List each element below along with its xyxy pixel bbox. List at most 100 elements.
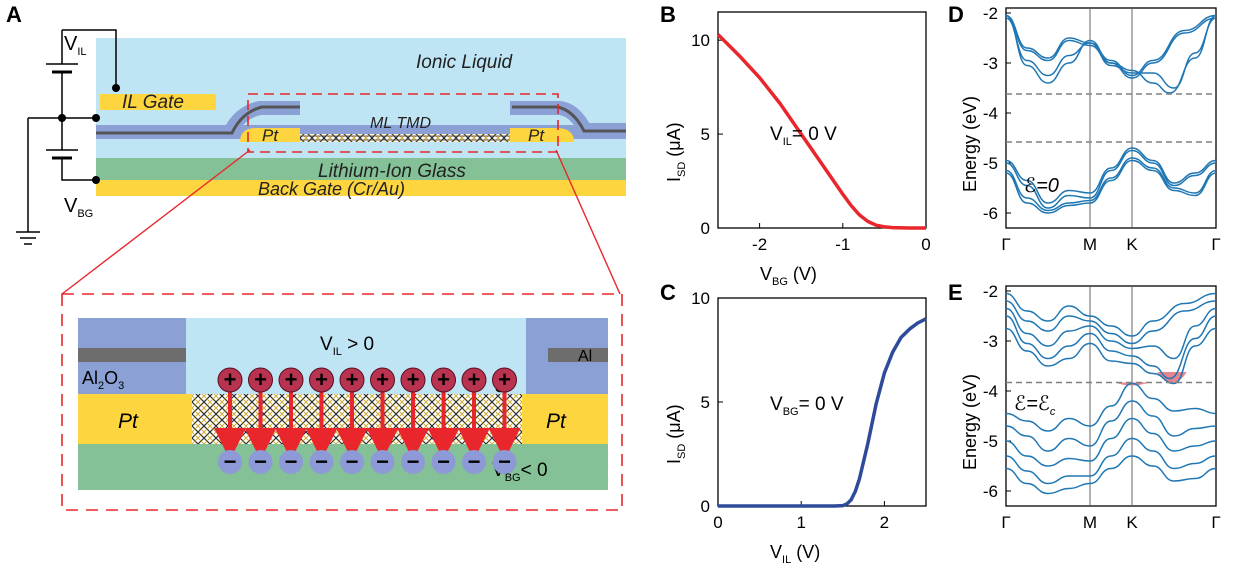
band-line [1005, 292, 1217, 337]
band-line [1005, 437, 1217, 485]
minus-sign: − [407, 449, 420, 474]
positive-ion [431, 367, 456, 393]
negative-charge [462, 450, 486, 474]
circuit [16, 29, 117, 245]
plus-sign: + [407, 367, 420, 392]
positive-ion [248, 367, 273, 393]
ml-tmd-channel [300, 134, 510, 142]
k-point-label: Γ [1211, 235, 1220, 254]
x-tick-label: -1 [835, 235, 850, 254]
zoom-pt-label-right: Pt [546, 410, 567, 433]
chart-e: Γ M K Γ -2 -3 -4 -5 -6 [983, 282, 1221, 532]
y-tick-label: -6 [983, 482, 998, 501]
y-tick-label: 10 [691, 289, 710, 308]
panel-c: C 0 1 2 0 5 10 VBG= 0 V VIL (V) ISD (μA) [660, 280, 927, 566]
v-bg-label: VBG [64, 195, 93, 220]
negative-charge [431, 450, 456, 474]
positive-ion [339, 367, 365, 393]
band-line [1005, 307, 1217, 360]
minus-sign: − [254, 449, 267, 474]
plus-sign: + [437, 367, 450, 392]
negative-charge [370, 450, 395, 474]
band-line [1005, 14, 1217, 77]
series-line [718, 317, 927, 508]
x-tick-label: 2 [880, 513, 889, 532]
y-tick-label: 10 [691, 31, 710, 50]
node [92, 114, 100, 122]
zoom-al-right [548, 348, 608, 362]
y-tick-label: -2 [983, 4, 998, 23]
chart-b-ylabel: ISD (μA) [664, 122, 688, 182]
plus-sign: + [468, 367, 481, 392]
band-line [1005, 147, 1217, 204]
plus-sign: + [376, 367, 389, 392]
y-tick-label: 5 [701, 125, 710, 144]
negative-charge [340, 450, 364, 474]
positive-ion [278, 367, 304, 393]
minus-sign: − [285, 449, 298, 474]
band-line [1005, 157, 1217, 212]
il-gate-electrode [100, 94, 216, 110]
negative-charge [248, 450, 273, 474]
zoom-pt-left [78, 394, 192, 444]
band-line [1005, 327, 1217, 385]
k-point-label: M [1083, 235, 1097, 254]
positive-ion [370, 367, 395, 393]
band-line [1005, 417, 1217, 467]
chart-d-annotation: ℰ=0 [1024, 175, 1059, 197]
minus-sign: − [346, 449, 359, 474]
zoom-frame [61, 293, 623, 511]
node [112, 84, 120, 92]
band-line [1005, 300, 1217, 345]
y-tick-label: -5 [983, 154, 998, 173]
node [58, 114, 66, 122]
plot-frame [1005, 7, 1217, 229]
plus-sign: + [498, 367, 511, 392]
negative-charge [492, 450, 517, 474]
series-line [716, 33, 926, 230]
k-point-label: K [1126, 235, 1138, 254]
y-tick-label: 0 [701, 497, 710, 516]
k-point-label: Γ [1001, 513, 1010, 532]
panel-a: A Ionic Liquid IL Gate ML TMD Pt Pt Lith… [6, 2, 626, 511]
k-point-label: Γ [1211, 513, 1220, 532]
panel-letter-d: D [948, 2, 964, 27]
x-tick-label: 0 [921, 235, 930, 254]
ml-tmd-label: ML TMD [370, 115, 431, 132]
positive-ion [309, 367, 334, 393]
positive-ion [461, 367, 487, 393]
chart-d-ylabel: Energy (eV) [960, 96, 980, 192]
chart-c-annotation: VBG= 0 V [770, 394, 844, 418]
ionic-liquid-label: Ionic Liquid [416, 52, 514, 73]
negative-charge [309, 450, 334, 474]
y-tick-label: -2 [983, 282, 998, 301]
band-line [1005, 382, 1217, 432]
y-tick-label: -4 [983, 104, 998, 123]
back-gate-layer [96, 180, 626, 196]
plus-sign: + [346, 367, 359, 392]
x-tick-label: 1 [796, 513, 805, 532]
zoom-region [247, 93, 559, 153]
positive-ion [217, 367, 243, 393]
chart-c: 0 1 2 0 5 10 [691, 289, 927, 532]
minus-sign: − [376, 449, 389, 474]
y-tick-label: -4 [983, 382, 998, 401]
minus-sign: − [498, 449, 511, 474]
k-point-label: M [1083, 513, 1097, 532]
negative-charge [279, 450, 303, 474]
y-tick-label: -3 [983, 54, 998, 73]
positive-ion [400, 367, 426, 393]
panel-d: D Γ M K Γ -2 -3 -4 -5 -6 ℰ=0 Energy (eV) [948, 2, 1221, 254]
al2o3-label: Al2O3 [82, 368, 124, 392]
y-tick-label: -3 [983, 332, 998, 351]
minus-sign: − [315, 449, 328, 474]
zoom-line-right [555, 149, 621, 295]
minus-sign: − [468, 449, 481, 474]
il-gate-label: IL Gate [122, 92, 184, 113]
pt-label-left: Pt [262, 126, 279, 145]
glass-layer [96, 158, 626, 180]
chart-c-ylabel: ISD (μA) [664, 404, 688, 464]
positive-ion [492, 367, 517, 393]
plot-frame [717, 11, 927, 229]
